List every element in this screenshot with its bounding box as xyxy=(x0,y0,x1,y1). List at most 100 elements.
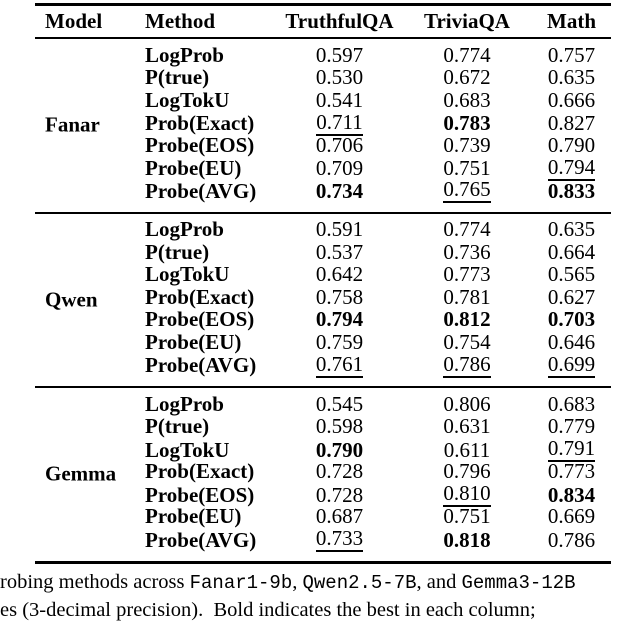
value-cell: 0.751 xyxy=(402,506,532,527)
method-cell: Probe(EU) xyxy=(145,504,242,529)
table-row: P(true) 0.598 0.631 0.779 xyxy=(35,416,611,439)
caption-line-2: es (3-decimal precision). Bold indicates… xyxy=(0,599,536,621)
metric-value: 0.733 xyxy=(315,526,364,552)
value-cell: 0.666 xyxy=(532,87,611,112)
method-cell: Probe(AVG) xyxy=(145,527,257,552)
value-cell: 0.611 xyxy=(402,437,532,462)
metric-value: 0.611 xyxy=(443,437,491,462)
method-cell: Prob(Exact) xyxy=(145,111,255,135)
value-cell: 0.627 xyxy=(532,284,611,309)
column-header-model: Model xyxy=(45,9,103,33)
metric-value: 0.565 xyxy=(547,262,596,287)
metric-value: 0.818 xyxy=(443,527,491,552)
method-cell: P(true) xyxy=(145,65,210,90)
value-cell: 0.810 xyxy=(402,483,532,507)
value-cell: 0.774 xyxy=(402,44,532,66)
method-cell: LogTokU xyxy=(145,87,230,112)
value-cell: 0.728 xyxy=(277,461,402,482)
metric-value: 0.541 xyxy=(315,87,364,112)
metric-value: 0.666 xyxy=(547,87,596,112)
metric-value: 0.754 xyxy=(443,329,491,354)
value-cell: 0.683 xyxy=(532,391,611,416)
value-cell: 0.699 xyxy=(532,353,611,378)
metric-value: 0.812 xyxy=(443,307,491,332)
metric-value: 0.806 xyxy=(443,391,491,416)
metric-value: 0.794 xyxy=(315,307,364,332)
value-cell: 0.827 xyxy=(532,113,611,134)
caption-model-name: Gemma3-12B xyxy=(461,572,576,594)
column-header-truthfulqa: TruthfulQA xyxy=(285,9,394,33)
table-row: Prob(Exact) 0.728 0.796 0.773 xyxy=(35,461,611,484)
metric-value: 0.757 xyxy=(547,42,596,67)
metric-value: 0.598 xyxy=(315,414,364,439)
value-cell: 0.812 xyxy=(402,309,532,330)
metric-value: 0.631 xyxy=(443,414,491,439)
metric-value: 0.728 xyxy=(315,459,364,484)
table-row: LogTokU 0.790 0.611 0.791 xyxy=(35,437,611,462)
metric-value: 0.790 xyxy=(315,437,364,462)
table-row: Probe(AVG) 0.733 0.818 0.786 xyxy=(35,527,611,552)
metric-value: 0.773 xyxy=(443,262,491,287)
value-cell: 0.669 xyxy=(532,506,611,527)
table-row: LogProb 0.591 0.774 0.635 xyxy=(35,219,611,242)
metric-value: 0.646 xyxy=(547,329,596,354)
metric-value: 0.779 xyxy=(547,414,596,439)
model-group-gemma: Gemma LogProb 0.545 0.806 0.683 P(true) 0.598 0… xyxy=(35,388,611,561)
table-row: Probe(EOS) 0.728 0.810 0.834 xyxy=(35,482,611,507)
value-cell: 0.530 xyxy=(277,67,402,88)
value-cell: 0.751 xyxy=(402,158,532,179)
metric-value: 0.711 xyxy=(316,109,363,136)
metric-value: 0.781 xyxy=(443,284,491,309)
table-row: P(true) 0.537 0.736 0.664 xyxy=(35,241,611,264)
table-row: Prob(Exact) 0.711 0.783 0.827 xyxy=(35,109,611,136)
metric-value: 0.765 xyxy=(443,177,491,203)
value-cell: 0.635 xyxy=(532,219,611,240)
method-cell: Probe(EOS) xyxy=(145,132,255,157)
table-body: Fanar LogProb 0.597 0.774 0.757 P(true) 0.530 0… xyxy=(35,39,611,561)
metric-value: 0.687 xyxy=(315,504,364,529)
table-row: Prob(Exact) 0.758 0.781 0.627 xyxy=(35,286,611,309)
metric-value: 0.703 xyxy=(547,307,596,332)
value-cell: 0.818 xyxy=(402,527,532,552)
metric-value: 0.683 xyxy=(547,391,596,416)
column-header-math: Math xyxy=(547,9,596,33)
metric-value: 0.773 xyxy=(547,459,596,484)
metric-value: 0.635 xyxy=(547,65,596,90)
metric-value: 0.728 xyxy=(315,482,364,507)
metric-value: 0.669 xyxy=(547,504,596,529)
value-cell: 0.774 xyxy=(402,219,532,240)
value-cell: 0.537 xyxy=(277,241,402,263)
metric-value: 0.734 xyxy=(315,178,364,203)
value-cell: 0.728 xyxy=(277,482,402,507)
value-cell: 0.646 xyxy=(532,329,611,354)
table-row: Probe(AVG) 0.734 0.765 0.833 xyxy=(35,178,611,203)
value-cell: 0.773 xyxy=(402,264,532,285)
value-cell: 0.786 xyxy=(402,353,532,378)
method-cell: Prob(Exact) xyxy=(145,459,255,484)
caption-model-name: Fanar1-9b xyxy=(189,572,293,594)
metric-value: 0.627 xyxy=(547,284,596,309)
value-cell: 0.759 xyxy=(277,331,402,353)
table-row: LogTokU 0.642 0.773 0.565 xyxy=(35,264,611,287)
metric-value: 0.530 xyxy=(315,65,364,90)
value-cell: 0.733 xyxy=(277,528,402,552)
value-cell: 0.631 xyxy=(402,416,532,437)
model-group-fanar: Fanar LogProb 0.597 0.774 0.757 P(true) 0.530 0… xyxy=(35,39,611,214)
table-top-rule xyxy=(35,3,611,6)
value-cell: 0.598 xyxy=(277,416,402,437)
metric-value: 0.706 xyxy=(315,132,364,157)
value-cell: 0.765 xyxy=(402,179,532,203)
metric-value: 0.736 xyxy=(443,239,491,264)
method-cell: LogProb xyxy=(145,391,224,416)
method-cell: LogProb xyxy=(145,42,224,67)
value-cell: 0.706 xyxy=(277,132,402,157)
metric-value: 0.597 xyxy=(315,42,364,67)
method-cell: Probe(AVG) xyxy=(145,353,257,377)
value-cell: 0.597 xyxy=(277,42,402,67)
value-cell: 0.545 xyxy=(277,393,402,415)
value-cell: 0.761 xyxy=(277,353,402,378)
value-cell: 0.779 xyxy=(532,416,611,437)
value-cell: 0.734 xyxy=(277,178,402,203)
value-cell: 0.736 xyxy=(402,239,532,264)
